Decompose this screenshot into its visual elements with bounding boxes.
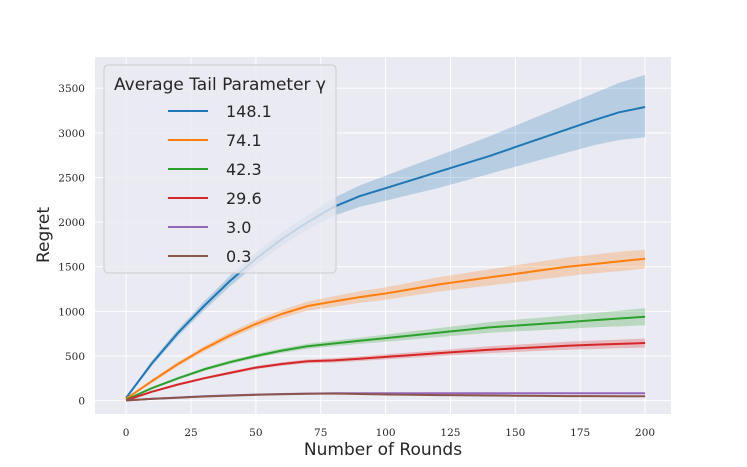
legend-box [103, 64, 337, 274]
y-tick-label: 3500 [58, 83, 85, 95]
legend-item-29.6: 29.6 [168, 189, 262, 208]
x-axis-title: Number of Rounds [304, 440, 462, 460]
y-tick-label: 3000 [58, 128, 85, 140]
y-tick-label: 2500 [58, 172, 85, 184]
legend-item-0.3: 0.3 [168, 247, 251, 266]
line-74.1 [125, 257, 646, 400]
legend-item-74.1: 74.1 [168, 131, 262, 150]
x-tick-label: 50 [249, 427, 262, 439]
y-tick-label: 0 [78, 396, 85, 408]
x-tick-label: 100 [376, 427, 396, 439]
x-tick-label: 125 [440, 427, 460, 439]
x-tick-label: 150 [505, 427, 525, 439]
band-148.1 [126, 74, 646, 399]
line-148.1 [125, 106, 646, 399]
x-tick-label: 0 [123, 427, 130, 439]
legend-label: 42.3 [226, 160, 262, 179]
y-tick-label: 1000 [58, 306, 85, 318]
legend-item-148.1: 148.1 [168, 102, 272, 121]
y-axis-title: Regret [34, 207, 54, 263]
x-tick-label: 200 [635, 427, 655, 439]
x-tick-label: 25 [184, 427, 197, 439]
legend-label: 74.1 [226, 131, 262, 150]
line-29.6 [125, 342, 646, 402]
x-tick-label: 175 [570, 427, 590, 439]
legend-item-42.3: 42.3 [168, 160, 262, 179]
y-tick-label: 500 [65, 351, 85, 363]
legend-label: 29.6 [226, 189, 262, 208]
legend-label: 148.1 [226, 102, 272, 121]
x-tick-label: 75 [314, 427, 327, 439]
y-tick-label: 1500 [58, 262, 85, 274]
x-axis-ticks: 0 25 50 75 100 125 150 175 200 [123, 427, 655, 439]
y-axis-ticks: 0 500 1000 1500 2000 2500 3000 3500 [58, 83, 85, 407]
y-tick-label: 2000 [58, 217, 85, 229]
legend-label: 0.3 [226, 247, 251, 266]
legend: Average Tail Parameter γ 148.1 74.1 42.3 29… [103, 64, 337, 274]
band-42.3 [126, 308, 646, 400]
line-42.3 [125, 315, 646, 401]
legend-label: 3.0 [226, 218, 251, 237]
legend-title: Average Tail Parameter γ [114, 75, 326, 95]
series-lines [125, 106, 646, 402]
legend-item-3.0: 3.0 [168, 218, 251, 237]
line-0.3 [126, 392, 646, 402]
